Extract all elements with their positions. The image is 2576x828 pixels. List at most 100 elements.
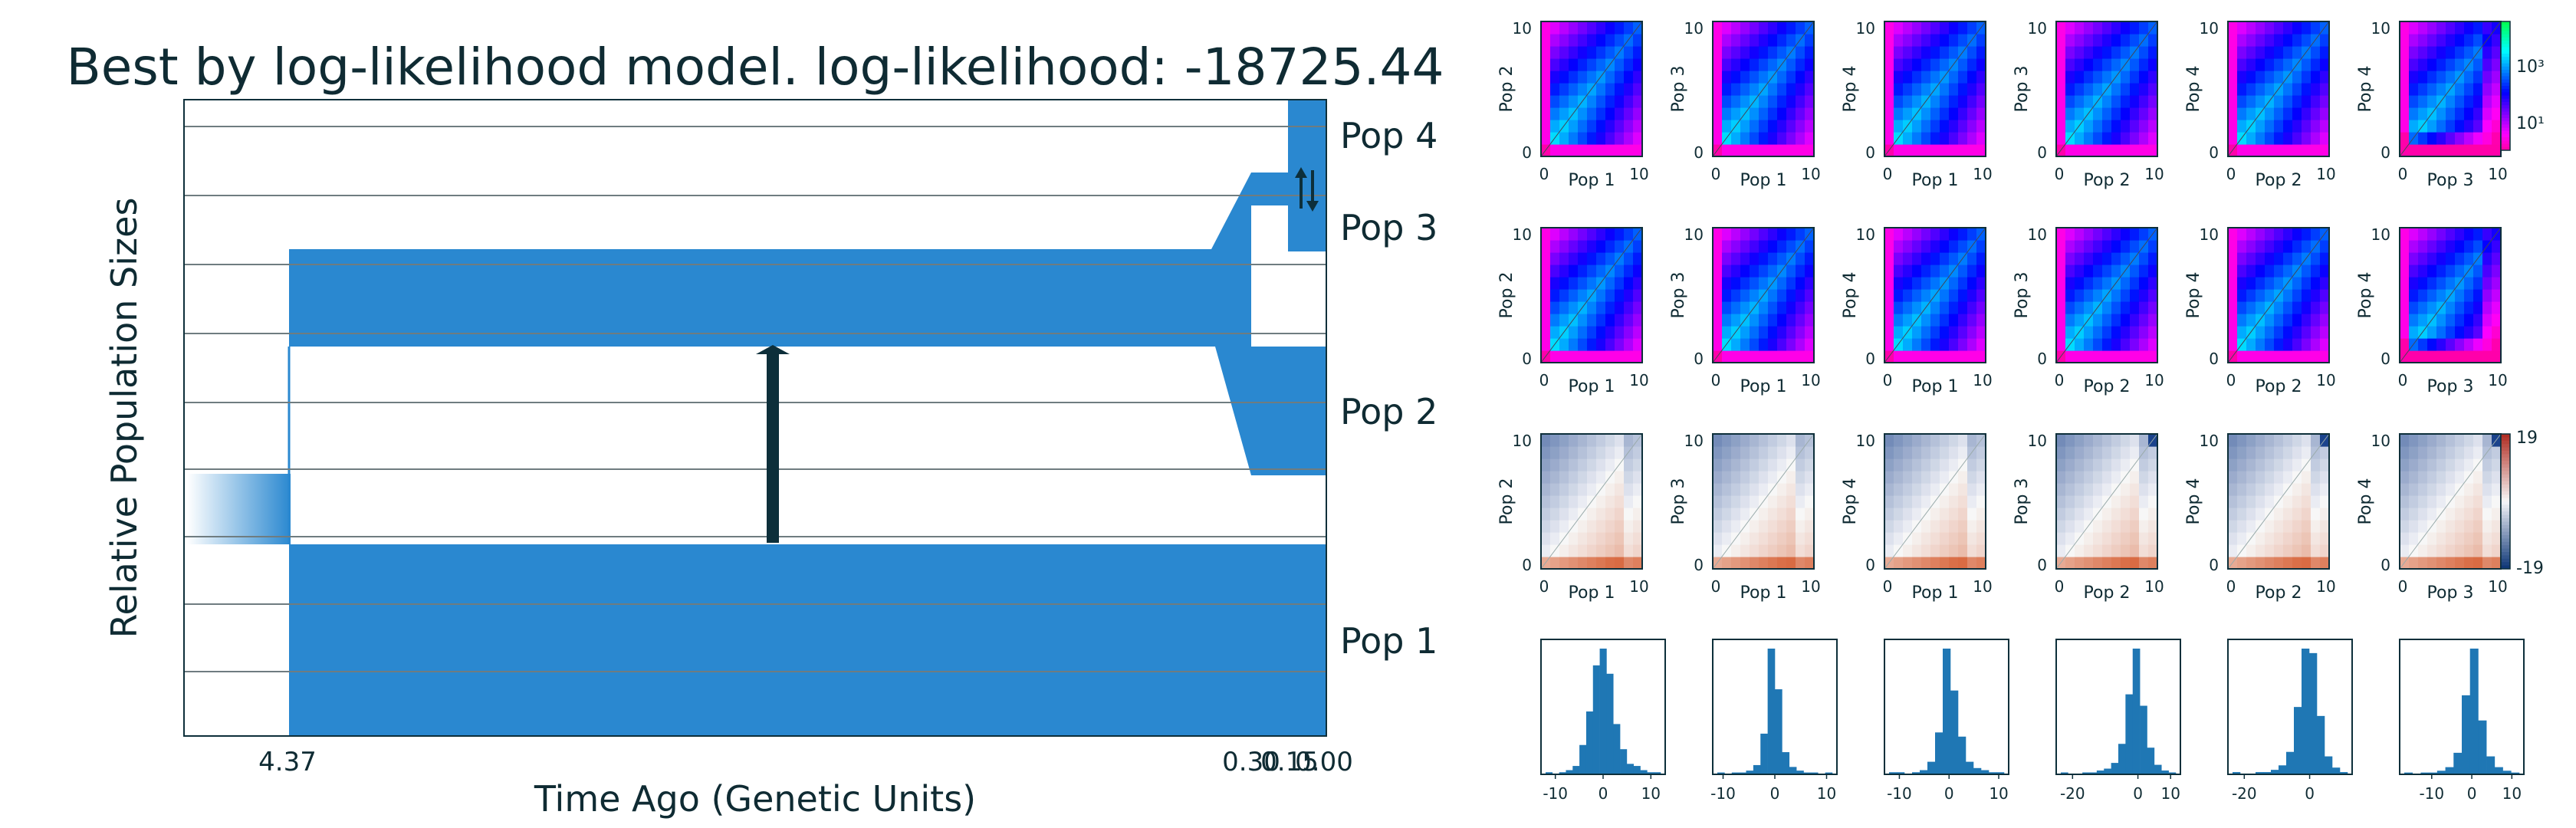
heatmap-cell: [1949, 120, 1959, 133]
heatmap-cell: [2464, 252, 2474, 265]
heatmap-cell: [2292, 144, 2302, 157]
heatmap-cell: [2482, 483, 2492, 496]
diagonal-line: [1540, 433, 1643, 570]
heatmap-cell: [2274, 228, 2284, 241]
heatmap-cell: [2130, 21, 2140, 34]
heatmap-cell: [2292, 228, 2302, 241]
heatmap-cell: [2482, 83, 2492, 96]
heatmap-cell: [1722, 34, 1732, 47]
heatmap-cell: [2237, 471, 2247, 484]
heatmap-cell: [2228, 264, 2238, 278]
heatmap-cell: [2482, 264, 2492, 278]
heatmap-frame: [1884, 227, 1986, 363]
heatmap-cell: [1722, 350, 1732, 363]
heatmap-cell: [2473, 21, 2483, 34]
heatmap-cell: [2320, 264, 2330, 278]
heatmap-cell: [1731, 544, 1741, 557]
heatmap-cell: [2084, 350, 2094, 363]
heatmap-cell: [2464, 132, 2474, 145]
heatmap-cell: [2400, 544, 2410, 557]
heatmap-cell: [1903, 446, 1913, 459]
heatmap-cell: [1559, 228, 1569, 241]
heatmap-cell: [1921, 144, 1931, 157]
y-tick-label: 0: [2380, 556, 2390, 574]
heatmap-cell: [2228, 120, 2238, 133]
heatmap-cell: [2418, 458, 2428, 472]
heatmap-cell: [1786, 240, 1796, 253]
heatmap-cell: [2436, 314, 2446, 327]
heatmap-cell: [1605, 83, 1615, 96]
heatmap-cell: [2148, 83, 2158, 96]
gridlines: [184, 126, 1326, 672]
heatmap-cell: [1894, 532, 1904, 545]
heatmap-cell: [1912, 508, 1922, 521]
y-tick-label: 10: [1513, 432, 1532, 450]
heatmap-cell: [1759, 326, 1769, 339]
heatmap-cell: [1976, 495, 1986, 508]
heatmap-cell: [2084, 83, 2094, 96]
heatmap-cell: [2292, 83, 2302, 96]
heatmap-cell: [2102, 71, 2112, 84]
heatmap-cell: [1796, 264, 1806, 278]
heatmap-cell: [1967, 532, 1977, 545]
heatmap-cell: [2283, 326, 2293, 339]
heatmap-cell: [2418, 71, 2428, 84]
heatmap-cell: [2464, 71, 2474, 84]
heatmap-cell: [2056, 71, 2066, 84]
heatmap-cell: [2111, 228, 2121, 241]
histogram-bar: [1647, 772, 1654, 774]
heatmap-cell: [1976, 314, 1986, 327]
heatmap-cell: [1722, 471, 1732, 484]
heatmap-cell: [2446, 350, 2456, 363]
heatmap-cell: [1633, 83, 1643, 96]
heatmap-cell: [2283, 532, 2293, 545]
heatmap-cell: [2111, 350, 2121, 363]
heatmap-cell: [1921, 520, 1931, 533]
heatmap-cell: [2473, 495, 2483, 508]
heatmap-cell: [2311, 434, 2321, 447]
heatmap-cell: [2292, 314, 2302, 327]
heatmap-cell: [2283, 58, 2293, 71]
heatmap-cell: [2292, 107, 2302, 120]
heatmap-cell: [2464, 301, 2474, 314]
heatmap-cell: [2292, 301, 2302, 314]
heatmap-cell: [1578, 277, 1588, 290]
heatmap-cell: [1605, 71, 1615, 84]
heatmap-cell: [1949, 557, 1959, 570]
migration-arrow-down-head: [1306, 201, 1319, 212]
heatmap-cell: [2418, 83, 2428, 96]
heatmap-cell: [1967, 301, 1977, 314]
heatmap-cell: [2093, 471, 2103, 484]
heatmap-cell: [2130, 350, 2140, 363]
heatmap-cell: [1903, 289, 1913, 302]
population-shapes: [187, 100, 1326, 736]
heatmap-cell: [2093, 132, 2103, 145]
heatmap-cell: [1550, 252, 1560, 265]
heatmap-cell: [2246, 144, 2256, 157]
colorbar: [2500, 433, 2511, 570]
heatmap-cell: [2436, 289, 2446, 302]
heatmap-cell: [2237, 228, 2247, 241]
colorbar-step: [2501, 447, 2510, 452]
heatmap-cell: [1759, 228, 1769, 241]
heatmap-cell: [1541, 107, 1551, 120]
heatmap-cell: [2400, 120, 2410, 133]
y-axis-label: Pop 3: [1669, 272, 1688, 319]
colorbar-step: [2501, 38, 2510, 41]
heatmap-cell: [1559, 46, 1569, 59]
heatmap-cell: [2409, 289, 2419, 302]
heatmap-cell: [2237, 252, 2247, 265]
heatmap-cell: [2139, 289, 2149, 302]
pop-label-2: Pop 2: [1340, 391, 1438, 432]
heatmap-cell: [2237, 71, 2247, 84]
heatmap-cell: [1912, 289, 1922, 302]
heatmap-cell: [1605, 107, 1615, 120]
histogram-bar: [1566, 770, 1573, 774]
heatmap-cell: [2482, 107, 2492, 120]
heatmap-cell: [1894, 252, 1904, 265]
colorbar-step: [2501, 498, 2510, 502]
x-tick-label: 0: [2305, 784, 2315, 803]
colorbar-step: [2501, 518, 2510, 522]
heatmap-cell: [2455, 95, 2465, 108]
